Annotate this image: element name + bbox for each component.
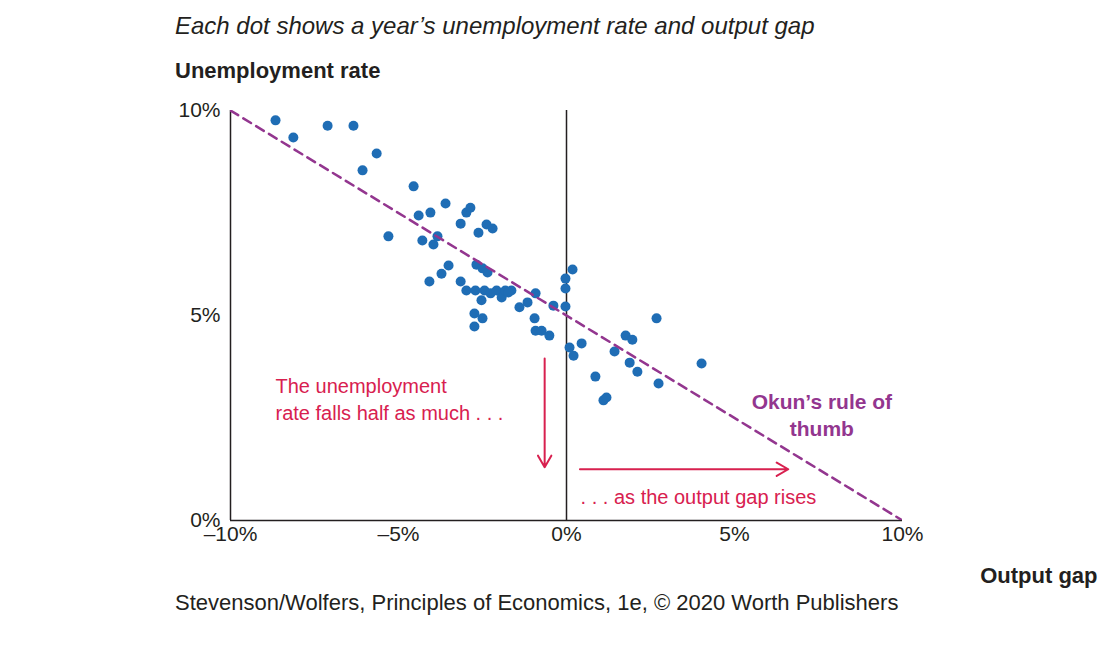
svg-text:. . . as the output gap rises: . . . as the output gap rises (581, 486, 817, 508)
svg-text:The unemploymentrate falls hal: The unemploymentrate falls half as much … (276, 375, 504, 424)
svg-text:Okun’s rule ofthumb: Okun’s rule ofthumb (752, 390, 893, 440)
html-text:Stevenson/Wolfers, Principles: Stevenson/Wolfers, Principles of Economi… (175, 590, 899, 615)
svg-text:10%: 10% (881, 522, 923, 545)
svg-text:–10%: –10% (204, 522, 258, 545)
html-text:Unemployment rate: Unemployment rate (175, 58, 381, 83)
svg-text:Output gap: Output gap (980, 563, 1097, 588)
svg-text:5%: 5% (190, 303, 220, 326)
svg-text:0%: 0% (551, 522, 581, 545)
svg-text:5%: 5% (719, 522, 749, 545)
svg-text:10%: 10% (178, 98, 220, 121)
svg-text:–5%: –5% (377, 522, 419, 545)
svg-text:0%: 0% (190, 508, 221, 532)
html-text:Each dot shows a year’s unempl: Each dot shows a year’s unemployment rat… (175, 12, 815, 39)
